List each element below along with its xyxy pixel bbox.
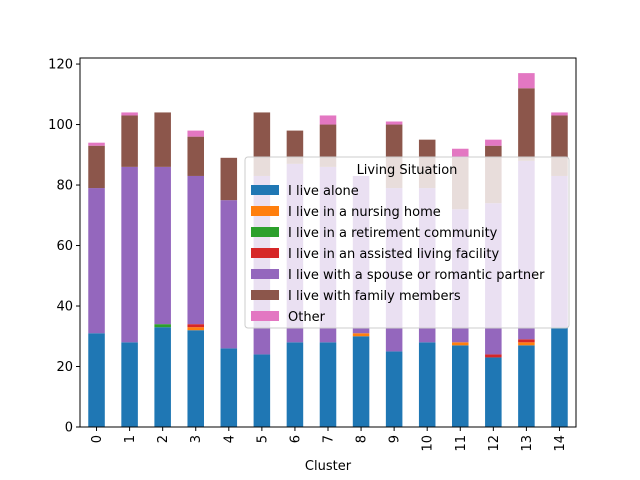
- bar-segment-cluster-14-series-0: [551, 327, 568, 427]
- legend-box: [244, 156, 570, 329]
- legend-entry-label: I live alone: [288, 184, 359, 199]
- legend-entry-label: I live in a retirement community: [288, 226, 498, 241]
- bar-segment-cluster-0-series-0: [88, 333, 105, 427]
- x-tick-label: 1: [123, 435, 138, 443]
- legend-entry-label: I live with family members: [288, 289, 461, 304]
- x-tick-label: 9: [388, 435, 403, 443]
- y-axis: 0 20 40 60 80 100 120: [48, 58, 80, 436]
- x-tick-label: 4: [222, 435, 237, 443]
- legend-entry-label: I live in a nursing home: [288, 205, 441, 220]
- x-tick-label: 6: [288, 435, 303, 443]
- bar-segment-cluster-1-series-5: [121, 115, 138, 167]
- legend-swatch: [251, 227, 279, 237]
- bar-segment-cluster-13-series-5: [518, 88, 535, 161]
- bar-segment-cluster-12-series-0: [485, 357, 502, 427]
- legend-swatch: [251, 290, 279, 300]
- bar-segment-cluster-3-series-4: [187, 175, 204, 325]
- bar-segment-cluster-1-series-0: [121, 342, 138, 427]
- bar-segment-cluster-8-series-1: [352, 333, 370, 337]
- bar-segment-cluster-6-series-0: [286, 342, 304, 427]
- bar-segment-cluster-3-series-1: [187, 327, 204, 331]
- bar-segment-cluster-4-series-0: [220, 348, 238, 427]
- bar-segment-cluster-2-series-5: [154, 112, 171, 167]
- bar-segment-cluster-12-series-6: [485, 139, 502, 146]
- legend: Living Situation I live alone I live in a …: [244, 156, 570, 329]
- bar-segment-cluster-3-series-3: [187, 324, 204, 328]
- bar-segment-cluster-0-series-6: [88, 142, 105, 146]
- bar-segment-cluster-2-series-2: [154, 324, 171, 328]
- bar-segment-cluster-1-series-6: [121, 112, 138, 116]
- legend-entry-label: Other: [288, 310, 326, 325]
- bar-segment-cluster-7-series-6: [319, 115, 337, 125]
- x-tick-label: 0: [90, 435, 105, 443]
- bar-segment-cluster-7-series-5: [319, 124, 337, 167]
- bar-segment-cluster-3-series-0: [187, 330, 204, 427]
- x-tick-label: 7: [322, 435, 337, 443]
- legend-entry-label: I live with a spouse or romantic partner: [288, 268, 545, 283]
- x-axis-title: Cluster: [305, 459, 352, 474]
- bar-segment-cluster-13-series-1: [518, 342, 535, 346]
- bar-segment-cluster-13-series-3: [518, 339, 535, 343]
- x-tick-label: 8: [355, 435, 370, 443]
- legend-swatch: [251, 311, 279, 321]
- x-tick-label: 14: [553, 435, 568, 452]
- bar-segment-cluster-8-series-0: [352, 336, 370, 427]
- legend-swatch: [251, 206, 279, 216]
- legend-swatch: [251, 185, 279, 195]
- x-tick-label: 10: [421, 435, 436, 452]
- bar-segment-cluster-9-series-0: [385, 351, 403, 427]
- bar-segment-cluster-11-series-0: [452, 345, 469, 427]
- bar-segment-cluster-11-series-6: [452, 148, 469, 158]
- x-tick-label: 11: [454, 435, 469, 452]
- y-tick-label: 80: [56, 179, 73, 194]
- y-tick-label: 0: [65, 421, 73, 436]
- bar-segment-cluster-10-series-0: [418, 342, 436, 427]
- x-tick-label: 5: [255, 435, 270, 443]
- bar-segment-cluster-2-series-0: [154, 327, 171, 427]
- x-axis: 0 1 2 3 4 5 6 7 8 9 10 11 12 13 14: [90, 427, 568, 452]
- bar-segment-cluster-13-series-0: [518, 345, 535, 427]
- bar-segment-cluster-13-series-6: [518, 73, 535, 89]
- y-tick-label: 20: [56, 360, 73, 375]
- bar-segment-cluster-4-series-4: [220, 200, 238, 349]
- legend-swatch: [251, 269, 279, 279]
- bar-segment-cluster-0-series-5: [88, 145, 105, 189]
- y-tick-label: 120: [48, 58, 73, 73]
- x-tick-label: 13: [520, 435, 535, 452]
- bar-segment-cluster-11-series-1: [452, 342, 469, 346]
- legend-entry-label: I live in an assisted living facility: [288, 247, 499, 262]
- y-tick-label: 60: [56, 239, 73, 254]
- bar-segment-cluster-3-series-6: [187, 130, 204, 137]
- bar-segment-cluster-4-series-5: [220, 157, 238, 201]
- bar-segment-cluster-6-series-5: [286, 130, 304, 164]
- bar-segment-cluster-7-series-0: [319, 342, 337, 427]
- bar-segment-cluster-9-series-6: [385, 121, 403, 125]
- bar-segment-cluster-3-series-5: [187, 136, 204, 176]
- bar-segment-cluster-12-series-3: [485, 354, 502, 358]
- bar-segment-cluster-1-series-4: [121, 166, 138, 343]
- y-tick-label: 40: [56, 300, 73, 315]
- bar-segment-cluster-14-series-6: [551, 112, 568, 116]
- bar-segment-cluster-0-series-4: [88, 188, 105, 334]
- legend-swatch: [251, 248, 279, 258]
- y-tick-label: 100: [48, 118, 73, 133]
- legend-title: Living Situation: [357, 163, 458, 178]
- bar-segment-cluster-2-series-4: [154, 166, 171, 325]
- x-tick-label: 2: [156, 435, 171, 443]
- x-tick-label: 12: [487, 435, 502, 452]
- bar-segment-cluster-5-series-0: [253, 354, 271, 427]
- x-tick-label: 3: [189, 435, 204, 443]
